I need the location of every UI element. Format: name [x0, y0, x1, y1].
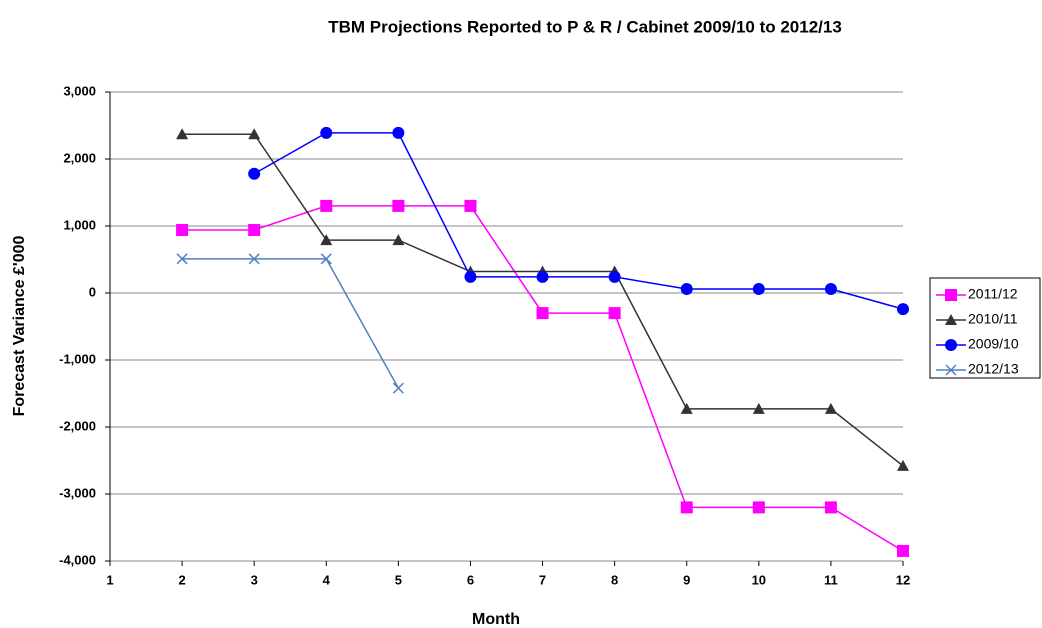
- chart-title: TBM Projections Reported to P & R / Cabi…: [328, 17, 842, 36]
- data-point: [320, 126, 333, 139]
- data-point: [320, 253, 332, 265]
- data-point: [464, 270, 477, 283]
- y-tick-label: 2,000: [63, 150, 96, 165]
- y-tick-label: 1,000: [63, 217, 96, 232]
- data-point: [248, 224, 261, 237]
- data-point: [608, 270, 621, 283]
- legend-label: 2011/12: [968, 286, 1018, 302]
- data-point: [752, 501, 765, 514]
- x-tick-label: 11: [824, 572, 838, 587]
- data-point: [392, 234, 405, 246]
- x-tick-label: 12: [896, 572, 910, 587]
- data-point: [248, 167, 261, 180]
- x-tick-label: 7: [539, 572, 546, 587]
- data-point: [752, 282, 765, 295]
- y-tick-label: -1,000: [59, 351, 96, 366]
- y-tick-label: -3,000: [59, 485, 96, 500]
- x-tick-label: 6: [467, 572, 474, 587]
- series-line: [182, 205, 904, 552]
- data-point: [824, 282, 837, 295]
- legend-marker: [945, 314, 957, 325]
- data-point: [392, 199, 405, 212]
- data-point: [752, 402, 765, 414]
- data-point: [176, 253, 188, 265]
- data-point: [392, 126, 405, 139]
- data-point: [464, 199, 477, 212]
- x-tick-label: 8: [611, 572, 618, 587]
- data-point: [897, 303, 909, 316]
- y-tick-label: 3,000: [63, 83, 96, 98]
- x-tick-label: 9: [683, 572, 690, 587]
- data-point: [176, 224, 189, 237]
- data-point: [536, 270, 549, 283]
- data-point: [897, 459, 909, 471]
- x-axis-title: Month: [472, 611, 520, 628]
- legend-label: 2010/11: [968, 311, 1018, 327]
- data-point: [680, 501, 693, 514]
- data-point: [680, 402, 693, 414]
- x-tick-label: 3: [251, 572, 258, 587]
- y-tick-label: -4,000: [59, 552, 96, 567]
- x-tick-label: 1: [106, 572, 113, 587]
- y-tick-label: -2,000: [59, 418, 96, 433]
- legend-label: 2012/13: [968, 361, 1019, 377]
- legend-marker: [945, 364, 957, 376]
- x-tick-label: 5: [395, 572, 402, 587]
- data-point: [824, 402, 837, 414]
- legend-label: 2009/10: [968, 336, 1019, 352]
- data-point: [824, 501, 837, 514]
- data-point: [680, 282, 693, 295]
- y-tick-label: 0: [89, 284, 96, 299]
- data-point: [248, 128, 261, 140]
- data-point: [897, 544, 909, 557]
- data-point: [608, 307, 621, 320]
- data-point: [320, 234, 333, 246]
- x-tick-label: 10: [752, 572, 766, 587]
- data-point: [320, 199, 333, 212]
- data-point: [248, 253, 260, 265]
- series-line: [253, 132, 904, 310]
- series-line: [182, 133, 904, 467]
- data-point: [392, 382, 404, 394]
- legend-marker: [945, 289, 957, 301]
- x-tick-label: 4: [323, 572, 331, 587]
- y-axis-title: Forecast Variance £'000: [11, 235, 28, 416]
- data-point: [536, 307, 549, 320]
- legend-marker: [945, 339, 957, 351]
- x-tick-label: 2: [178, 572, 185, 587]
- data-point: [176, 128, 189, 140]
- series-line: [182, 258, 400, 389]
